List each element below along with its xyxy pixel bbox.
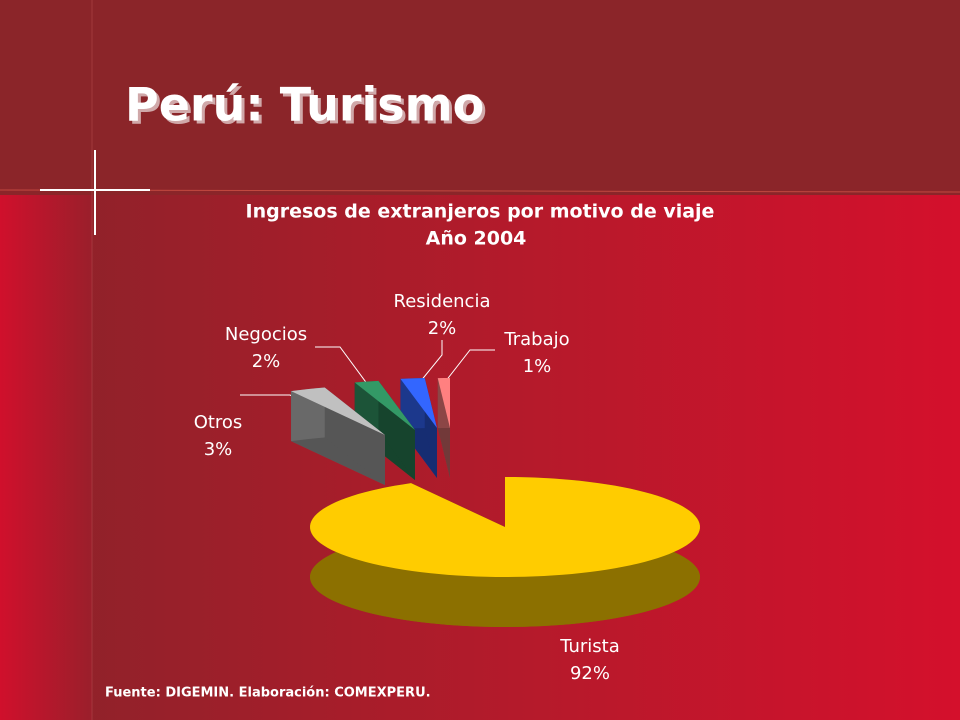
slide-title: Perú: Turismo (125, 78, 484, 132)
chart-title: Ingresos de extranjeros por motivo de vi… (246, 201, 715, 223)
slice (310, 477, 700, 627)
slice-top (354, 380, 415, 430)
background-strip (0, 195, 92, 720)
slice-label: Trabajo (503, 329, 569, 350)
slice-top (291, 387, 385, 435)
slice-value-label: 92% (570, 663, 610, 684)
header-line (0, 189, 960, 193)
slice-label: Residencia (394, 291, 491, 312)
source-note: Fuente: DIGEMIN. Elaboración: COMEXPERU. (105, 686, 431, 701)
slide-title-shadow: Perú: Turismo (128, 81, 487, 135)
slice (437, 378, 450, 478)
slice (291, 387, 385, 485)
slice-value-label: 1% (523, 356, 552, 377)
slice-top (310, 477, 700, 577)
slice-label: Negocios (225, 324, 307, 345)
slice-value-label: 2% (252, 351, 281, 372)
slice-top (400, 378, 437, 428)
header-band (0, 0, 960, 195)
chart-subtitle: Año 2004 (426, 228, 527, 250)
pie (291, 378, 700, 627)
slice-label: Otros (194, 412, 243, 433)
leader-line (315, 346, 369, 386)
leader-line (419, 340, 443, 383)
slice-value-label: 3% (204, 439, 233, 460)
slice-label: Turista (559, 636, 620, 657)
leader-line (444, 349, 495, 383)
slice-value-label: 2% (428, 318, 457, 339)
slice-top (437, 378, 450, 428)
